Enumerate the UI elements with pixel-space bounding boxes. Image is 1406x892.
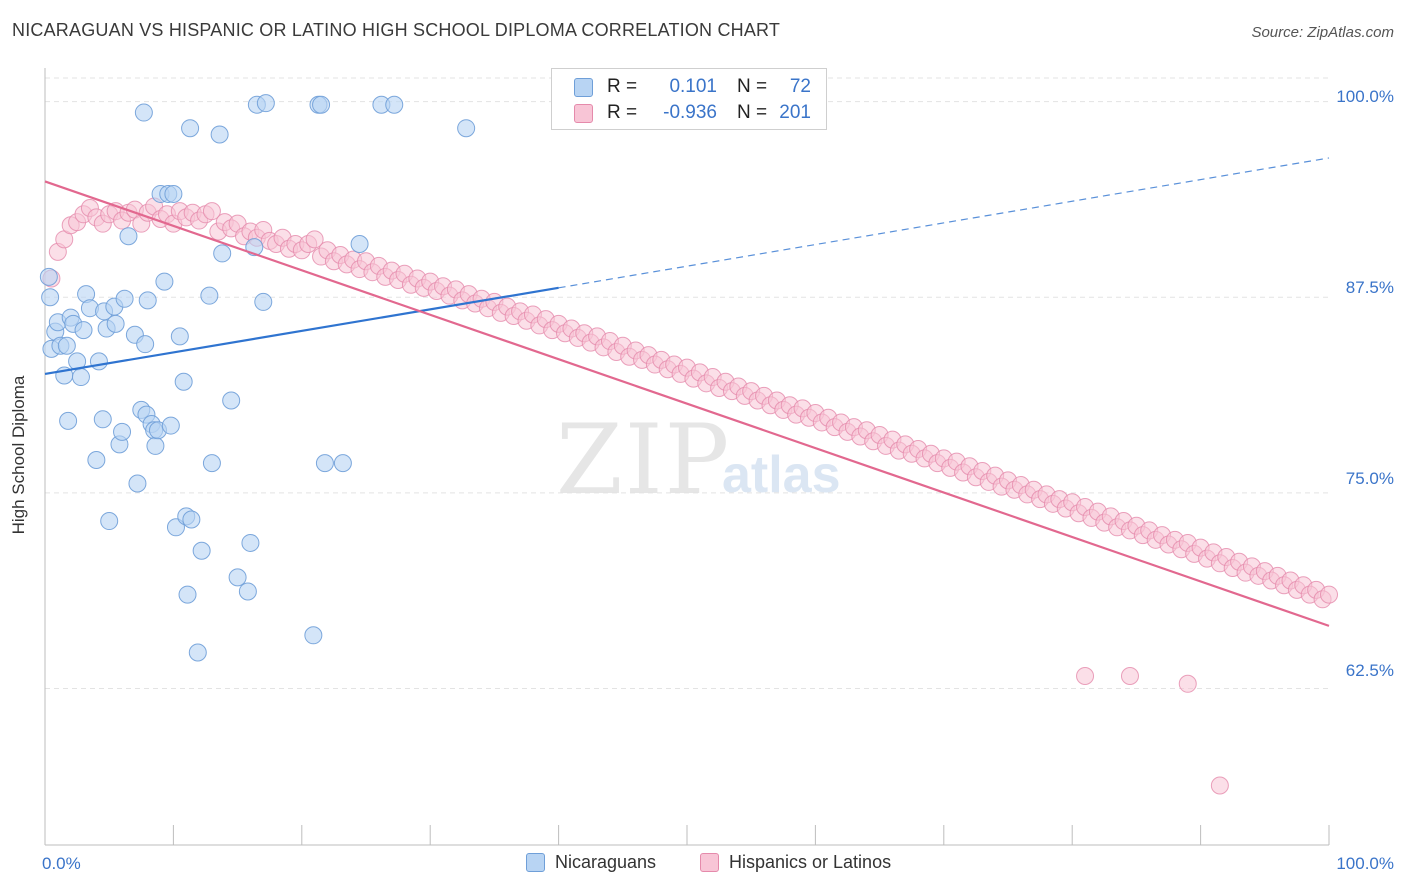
n-label: N = <box>737 76 768 97</box>
legend-label: Hispanics or Latinos <box>729 852 892 872</box>
legend-swatch-blue <box>574 77 593 97</box>
nicaraguan-point <box>228 568 247 587</box>
nicaraguan-point <box>181 119 200 138</box>
hispanic-point <box>1076 666 1095 685</box>
nicaraguan-point <box>200 286 219 305</box>
nicaraguan-point <box>174 372 193 391</box>
nicaraguan-point <box>333 454 352 473</box>
nicaraguan-point <box>100 512 119 531</box>
nicaraguan-point <box>164 184 183 203</box>
r-label: R = <box>607 102 638 123</box>
legend-row-nicaraguans: R = 0.101 N = 72 <box>574 75 811 99</box>
legend-label: Nicaraguans <box>555 852 657 872</box>
nicaraguan-point <box>155 272 174 291</box>
r-label: R = <box>607 76 638 97</box>
nicaraguan-point <box>39 267 58 286</box>
hispanic-point <box>305 230 324 249</box>
nicaraguan-point <box>119 227 138 246</box>
hispanic-point <box>1210 776 1229 795</box>
y-axis-label: High School Diploma <box>9 375 28 535</box>
nicaraguan-point <box>170 327 189 346</box>
nicaraguan-point <box>41 288 60 307</box>
nicaraguan-point <box>71 368 90 387</box>
nicaraguan-point <box>304 626 323 645</box>
n-value: 201 <box>779 102 811 123</box>
nicaraguan-point <box>457 119 476 138</box>
nicaraguan-point <box>93 410 112 429</box>
nicaraguan-point <box>202 454 221 473</box>
nicaraguan-point <box>312 95 331 114</box>
legend-item-hispanics[interactable]: Hispanics or Latinos <box>700 852 891 873</box>
nicaraguan-point <box>166 518 185 537</box>
hispanic-point <box>1120 666 1139 685</box>
nicaraguan-point <box>192 541 211 560</box>
hispanic-point <box>1320 585 1338 604</box>
nicaraguan-point <box>128 474 147 493</box>
x-tick-label: 100.0% <box>1336 854 1394 873</box>
legend-item-nicaraguans[interactable]: Nicaraguans <box>526 852 656 873</box>
n-label: N = <box>737 102 768 123</box>
nicaraguan-point <box>315 454 334 473</box>
nicaraguan-point <box>113 422 132 441</box>
nicaraguan-point <box>182 510 201 529</box>
nicaraguan-point <box>89 352 108 371</box>
legend-swatch-blue <box>526 853 545 872</box>
nicaraguan-point <box>385 95 404 114</box>
nicaraguan-trend-extension <box>558 157 1330 289</box>
y-tick-label: 62.5% <box>1345 661 1394 680</box>
nicaraguan-point <box>178 585 197 604</box>
nicaraguan-point <box>136 335 155 354</box>
nicaraguan-point <box>238 582 257 601</box>
nicaraguan-point <box>161 416 180 435</box>
nicaraguan-point <box>87 451 106 469</box>
nicaraguan-point <box>134 103 153 122</box>
legend-row-hispanics: R = -0.936 N = 201 <box>574 101 811 125</box>
hispanic-point <box>202 202 221 221</box>
nicaraguan-point <box>256 94 275 113</box>
nicaraguan-point <box>115 289 134 308</box>
chart-title: NICARAGUAN VS HISPANIC OR LATINO HIGH SC… <box>12 20 781 40</box>
n-value: 72 <box>789 76 811 97</box>
legend-swatch-pink <box>574 103 593 123</box>
nicaraguan-point <box>57 336 76 355</box>
nicaraguan-point <box>210 125 229 144</box>
watermark-atlas: atlas <box>722 446 841 504</box>
nicaraguan-point <box>138 291 157 310</box>
nicaraguan-point <box>146 436 165 455</box>
watermark-zip: ZIP <box>556 404 732 516</box>
nicaraguan-point <box>222 391 241 410</box>
y-tick-label: 75.0% <box>1345 469 1394 488</box>
r-value: -0.936 <box>663 102 717 123</box>
source-label: Source: ZipAtlas.com <box>1251 24 1394 41</box>
nicaraguan-point <box>106 314 125 333</box>
r-value: 0.101 <box>669 76 717 97</box>
nicaraguan-point <box>74 321 93 340</box>
nicaraguan-point <box>241 533 260 552</box>
y-tick-label: 87.5% <box>1345 278 1394 297</box>
nicaraguan-point <box>213 244 232 263</box>
nicaraguan-trend-line <box>44 286 559 376</box>
nicaraguan-point <box>188 643 207 662</box>
legend-swatch-pink <box>700 853 719 872</box>
stats-legend: R = 0.101 N = 72 R = -0.936 N = 201 <box>551 68 827 130</box>
nicaraguan-point <box>350 235 369 254</box>
nicaraguan-point <box>254 292 273 311</box>
nicaraguan-point <box>59 411 78 430</box>
x-tick-label: 0.0% <box>42 854 81 873</box>
y-tick-label: 100.0% <box>1336 87 1394 106</box>
hispanic-point <box>1178 674 1197 693</box>
hispanic-trend-line <box>44 180 1330 627</box>
